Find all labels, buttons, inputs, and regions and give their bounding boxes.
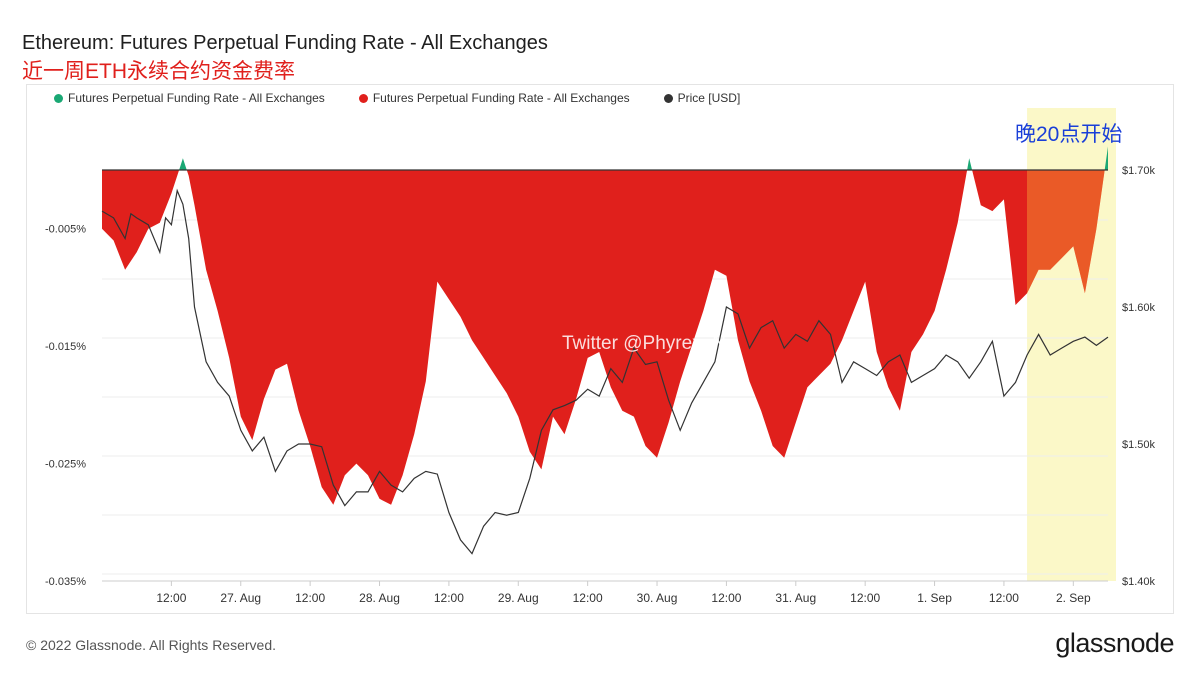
legend-dot-icon xyxy=(54,93,63,103)
x-tick-label: 12:00 xyxy=(156,591,186,605)
x-tick-label: 12:00 xyxy=(711,591,741,605)
chart-frame xyxy=(26,84,1174,614)
legend-label: Price [USD] xyxy=(677,91,741,105)
copyright: © 2022 Glassnode. All Rights Reserved. xyxy=(26,637,277,653)
y-right-tick-label: $1.40k xyxy=(1122,576,1156,588)
x-tick-label: 12:00 xyxy=(573,591,603,605)
highlight-annotation: 晚20点开始 xyxy=(1015,123,1123,146)
watermark-text: Twitter @Phyrex_Ni xyxy=(562,333,731,354)
price-line xyxy=(101,188,1109,555)
x-tick-label: 28. Aug xyxy=(359,591,400,605)
y-left-tick-label: -0.005% xyxy=(45,224,86,236)
x-tick-label: 1. Sep xyxy=(917,591,952,605)
x-tick-label: 27. Aug xyxy=(220,591,261,605)
x-tick-label: 2. Sep xyxy=(1056,591,1091,605)
y-right-tick-label: $1.60k xyxy=(1122,302,1156,314)
y-left-tick-label: -0.035% xyxy=(45,576,86,588)
legend-item-funding-positive[interactable]: Futures Perpetual Funding Rate - All Exc… xyxy=(54,91,325,105)
y-left-tick-label: -0.015% xyxy=(45,341,86,353)
x-tick-label: 12:00 xyxy=(434,591,464,605)
funding-rate-negative-area xyxy=(102,170,1108,505)
funding-rate-highlight-tint xyxy=(1027,170,1108,294)
x-tick-label: 30. Aug xyxy=(637,591,678,605)
legend-item-funding-negative[interactable]: Futures Perpetual Funding Rate - All Exc… xyxy=(358,91,630,105)
y-left-tick-label: -0.025% xyxy=(45,459,86,471)
y-right-tick-label: $1.70k xyxy=(1122,165,1156,177)
x-tick-label: 12:00 xyxy=(295,591,325,605)
legend-label: Futures Perpetual Funding Rate - All Exc… xyxy=(68,91,325,105)
legend: Futures Perpetual Funding Rate - All Exc… xyxy=(54,91,774,105)
y-right-tick-label: $1.50k xyxy=(1122,439,1156,451)
x-tick-label: 12:00 xyxy=(850,591,880,605)
x-tick-label: 29. Aug xyxy=(498,591,539,605)
brand-logo: glassnode xyxy=(1055,628,1174,658)
legend-label: Futures Perpetual Funding Rate - All Exc… xyxy=(372,91,630,105)
chart-subtitle: 近一周ETH永续合约资金费率 xyxy=(22,60,295,83)
legend-item-price[interactable]: Price [USD] xyxy=(663,91,741,105)
x-tick-label: 12:00 xyxy=(989,591,1019,605)
legend-dot-icon xyxy=(358,93,368,103)
legend-dot-icon xyxy=(663,93,673,103)
x-tick-label: 31. Aug xyxy=(775,591,816,605)
chart-title: Ethereum: Futures Perpetual Funding Rate… xyxy=(22,32,548,54)
